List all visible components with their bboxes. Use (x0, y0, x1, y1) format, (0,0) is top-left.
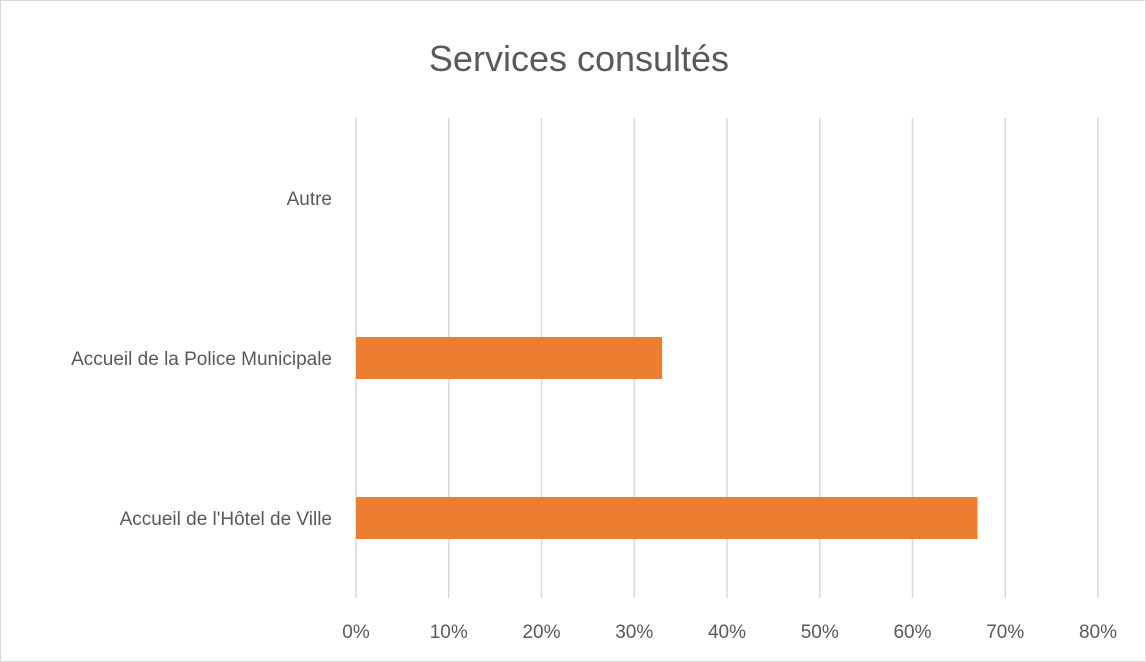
bar (356, 497, 978, 539)
category-label: Autre (287, 189, 332, 210)
x-tick-label: 40% (708, 622, 746, 643)
x-tick-label: 50% (801, 622, 839, 643)
category-label: Accueil de l'Hôtel de Ville (120, 509, 332, 530)
x-tick-label: 70% (986, 622, 1024, 643)
x-tick-label: 0% (342, 622, 370, 643)
category-labels: Autre Accueil de la Police Municipale Accu… (71, 189, 332, 530)
bars (356, 337, 978, 539)
x-tick-label: 60% (893, 622, 931, 643)
bar (356, 337, 663, 379)
category-label: Accueil de la Police Municipale (71, 349, 332, 370)
gridlines (355, 118, 1099, 598)
x-tick-label: 80% (1079, 622, 1117, 643)
x-tick-label: 20% (522, 622, 560, 643)
x-axis-tick-labels: 0% 10% 20% 30% 40% 50% 60% 70% 80% (342, 622, 1117, 643)
x-tick-label: 10% (430, 622, 468, 643)
x-tick-label: 30% (615, 622, 653, 643)
chart-title: Services consultés (429, 38, 729, 79)
